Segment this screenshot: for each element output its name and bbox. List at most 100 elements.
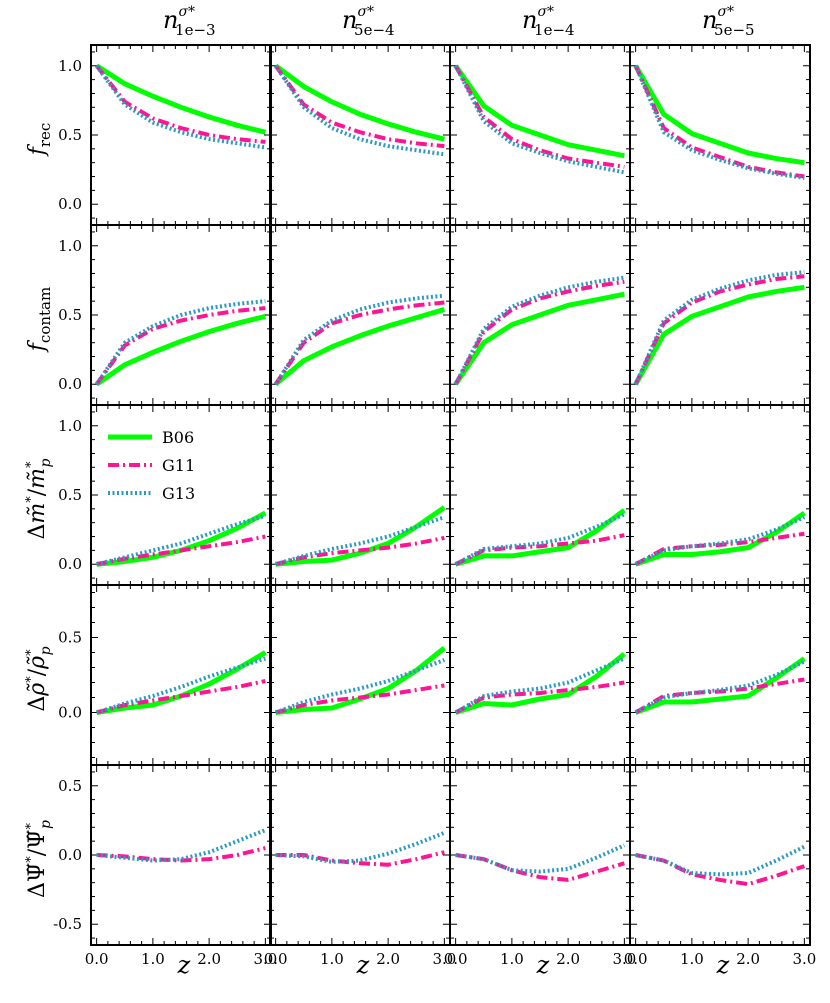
x-axis-label: z	[716, 951, 730, 979]
panel-r3-c4	[629, 404, 811, 586]
series-line-g13	[454, 656, 626, 715]
x-axis-label: z	[177, 951, 191, 979]
series-line-g13	[275, 515, 446, 567]
panel-r5-c3: 0.0 1.0 2.0 3.0 z	[444, 764, 636, 979]
series-line-g11	[634, 677, 805, 715]
series-group	[634, 656, 806, 715]
title-super: σ*	[357, 4, 374, 20]
y-axis-label-row-4: Δρ̃*/ρ̃*p	[24, 646, 54, 711]
series-line-g11	[95, 306, 266, 386]
title-base: n	[702, 6, 717, 34]
series-line-b06	[454, 508, 626, 567]
x-tick-label: 0.0	[264, 950, 288, 968]
x-tick-label: 1.0	[320, 950, 344, 968]
series-group	[96, 510, 267, 567]
x-axis-label: z	[536, 951, 550, 979]
legend: B06 G11 G13	[108, 428, 195, 503]
y-tick-label: 0.5	[58, 629, 82, 647]
panel-frame	[629, 764, 811, 946]
series-group	[634, 510, 806, 567]
title-sub: 5e−4	[354, 21, 395, 39]
title-super: σ*	[537, 4, 554, 20]
series-group	[96, 650, 267, 715]
series-line-g13	[635, 844, 806, 877]
series-group	[273, 63, 445, 157]
y-axis-label-row-3: Δm̃*/m̃*p	[24, 458, 54, 539]
panel-r4-c4	[629, 584, 811, 766]
series-line-g13	[455, 843, 626, 874]
y-tick-label: 0.5	[58, 126, 82, 144]
series-line-b06	[453, 64, 625, 159]
series-line-g13	[95, 64, 266, 150]
x-axis-label: z	[356, 951, 370, 979]
series-group	[633, 64, 805, 180]
y-tick-label: 0.5	[58, 306, 82, 324]
panel-r5-c4: 0.0 1.0 2.0 3.0 z	[624, 764, 816, 979]
series-group	[633, 270, 805, 386]
series-group	[635, 844, 806, 887]
series-group	[454, 652, 626, 715]
y-tick-label: -0.5	[53, 915, 82, 933]
series-line-g13	[453, 275, 625, 386]
series-group	[95, 63, 266, 150]
series-line-g11	[275, 683, 445, 715]
x-tick-label: 0.0	[444, 950, 468, 968]
series-group	[453, 275, 625, 386]
series-line-b06	[634, 510, 806, 567]
column-title-2: nσ* 5e−4	[342, 4, 395, 39]
series-line-g11	[453, 279, 625, 386]
panel-r4-c1: 0.0 0.5	[58, 584, 272, 766]
x-tick-label: 2.0	[736, 950, 760, 968]
series-line-g13	[633, 64, 805, 180]
series-line-g11	[96, 534, 266, 567]
series-line-g11	[275, 850, 445, 867]
series-line-g13	[454, 512, 626, 566]
legend-label-g13: G13	[162, 484, 195, 503]
series-line-g13	[453, 64, 625, 175]
y-tick-label: 0.0	[58, 555, 82, 573]
panel-frame	[90, 584, 272, 766]
series-line-g13	[273, 293, 445, 386]
panel-frame	[269, 584, 451, 766]
panel-frame	[90, 44, 272, 226]
panel-r5-c1: -0.50.00.50.0 1.0 2.0 3.0z	[53, 764, 277, 979]
panel-r2-c3	[449, 224, 631, 406]
x-tick-label: 2.0	[376, 950, 400, 968]
legend-label-b06: B06	[162, 428, 194, 447]
y-tick-label: 0.5	[58, 777, 82, 795]
series-line-b06	[633, 64, 805, 166]
x-tick-label: 3.0	[432, 950, 456, 968]
series-line-g13	[94, 299, 266, 386]
title-base: n	[342, 6, 357, 34]
y-tick-label: 1.0	[58, 417, 82, 435]
panel-r3-c2	[269, 404, 451, 586]
series-line-g11	[96, 846, 266, 863]
series-line-g11	[455, 853, 625, 882]
y-tick-label: 0.0	[58, 195, 82, 213]
series-line-g13	[96, 828, 267, 863]
series-group	[273, 293, 446, 387]
column-title-1: nσ* 1e−3	[163, 4, 216, 39]
panel-r4-c3	[449, 584, 631, 766]
panel-r3-c3	[449, 404, 631, 586]
panel-r1-c1: 0.0 0.5 1.0	[58, 44, 272, 226]
x-tick-label: 3.0	[253, 950, 277, 968]
series-group	[96, 828, 267, 863]
title-base: n	[163, 6, 178, 34]
series-line-b06	[274, 307, 446, 387]
y-axis-label-row-1: frec	[25, 123, 54, 158]
x-tick-label: 2.0	[197, 950, 221, 968]
title-sub: 1e−3	[175, 21, 216, 39]
column-title-4: nσ* 5e−5	[702, 4, 755, 39]
series-line-b06	[633, 284, 805, 386]
series-line-b06	[634, 656, 806, 715]
panel-frame	[449, 764, 631, 946]
x-tick-label: 3.0	[612, 950, 636, 968]
series-group	[275, 830, 446, 867]
title-super: σ*	[178, 4, 195, 20]
series-line-g13	[634, 659, 806, 715]
panel-r5-c2: 0.0 1.0 2.0 3.0 z	[264, 764, 456, 979]
panel-frame	[629, 224, 811, 406]
series-line-g11	[96, 679, 266, 715]
